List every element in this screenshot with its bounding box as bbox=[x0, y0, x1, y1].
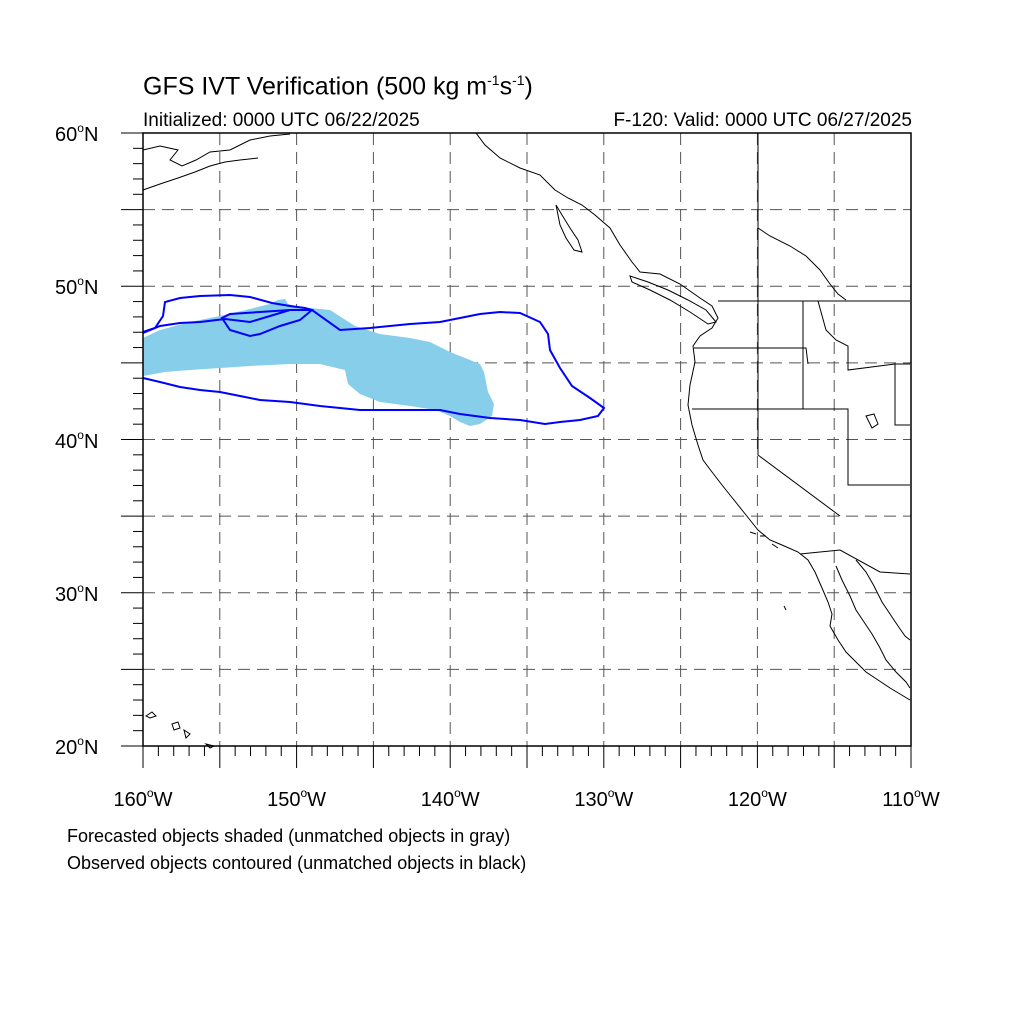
observed-object-contours bbox=[142, 293, 606, 426]
haida-gwaii bbox=[555, 204, 583, 253]
lat-label: 50oN bbox=[55, 274, 99, 300]
hawaii-islands bbox=[145, 711, 216, 749]
state-borders bbox=[692, 133, 911, 575]
rockies-border-north bbox=[757, 227, 847, 301]
lon-label: 110oW bbox=[882, 786, 940, 811]
grid-lines bbox=[143, 133, 911, 746]
title-exp1: -1 bbox=[487, 72, 500, 88]
channel-islands bbox=[749, 531, 779, 549]
forecast-object bbox=[143, 299, 494, 426]
gulf-of-california-east bbox=[855, 559, 911, 641]
legend-note-observed: Observed objects contoured (unmatched ob… bbox=[67, 853, 527, 873]
lon-label: 160oW bbox=[113, 786, 173, 811]
north-america-coastline bbox=[475, 132, 911, 701]
observed-contour-north bbox=[142, 293, 315, 338]
great-salt-lake bbox=[865, 413, 879, 429]
lon-label: 150oW bbox=[267, 786, 327, 811]
lon-label: 140oW bbox=[420, 786, 480, 811]
lat-label: 30oN bbox=[55, 580, 99, 606]
title-main: GFS IVT Verification (500 kg m bbox=[143, 72, 488, 101]
lon-label: 130oW bbox=[574, 786, 634, 811]
title-exp2: -1 bbox=[512, 72, 525, 88]
lon-label: 120oW bbox=[727, 786, 787, 811]
forecast-object-shaded bbox=[143, 299, 494, 426]
map-title: GFS IVT Verification (500 kg m-1s-1) bbox=[143, 72, 533, 101]
vancouver-island bbox=[629, 275, 717, 325]
title-mid: s bbox=[499, 72, 513, 101]
legend-note-forecast: Forecasted objects shaded (unmatched obj… bbox=[67, 826, 511, 846]
axis-ticks bbox=[121, 132, 912, 768]
title-end: ) bbox=[524, 72, 533, 101]
alaska-coast bbox=[142, 133, 291, 191]
lat-label: 60oN bbox=[55, 121, 99, 146]
guadalupe-island bbox=[783, 605, 787, 611]
lat-label: 40oN bbox=[55, 427, 99, 453]
lat-label: 20oN bbox=[55, 734, 99, 759]
baja-peninsula bbox=[835, 565, 911, 689]
coastlines-and-borders bbox=[142, 132, 911, 749]
initialized-label: Initialized: 0000 UTC 06/22/2025 bbox=[143, 110, 420, 131]
valid-time-label: F-120: Valid: 0000 UTC 06/27/2025 bbox=[613, 110, 912, 131]
